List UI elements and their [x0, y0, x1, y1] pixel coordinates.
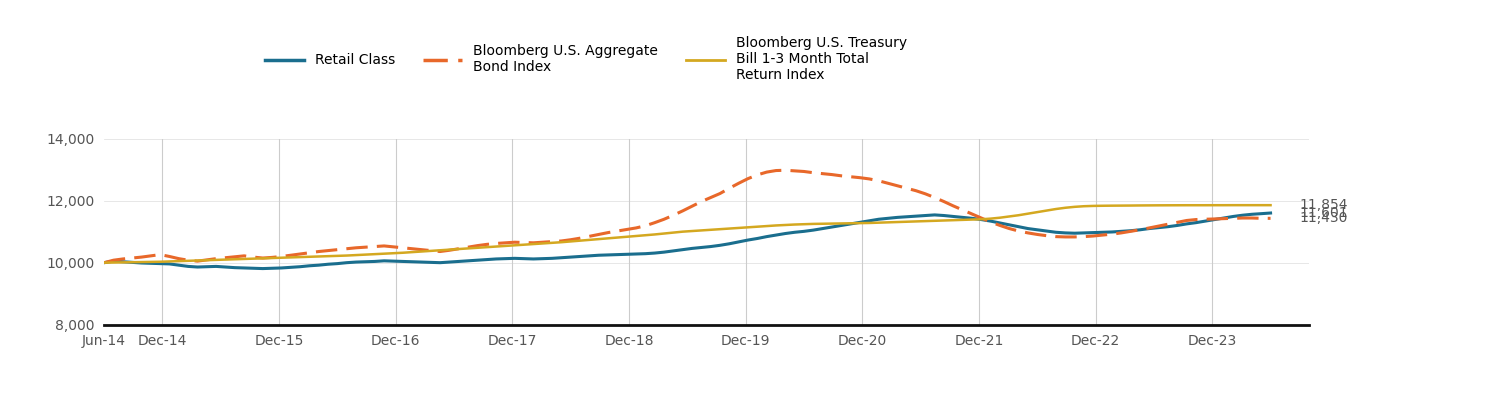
Text: 11,854: 11,854 — [1299, 198, 1348, 212]
Legend: Retail Class, Bloomberg U.S. Aggregate
Bond Index, Bloomberg U.S. Treasury
Bill : Retail Class, Bloomberg U.S. Aggregate B… — [260, 30, 912, 88]
Text: 11,601: 11,601 — [1299, 206, 1348, 220]
Text: 11,430: 11,430 — [1299, 211, 1348, 225]
